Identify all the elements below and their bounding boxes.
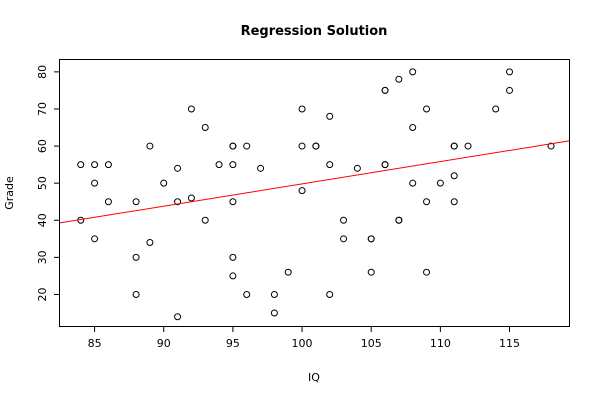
data-point: [395, 75, 403, 83]
data-point: [423, 198, 431, 206]
data-point: [284, 268, 292, 276]
data-point: [381, 86, 389, 94]
y-tick-label: 60: [36, 139, 49, 153]
data-point: [174, 198, 182, 206]
x-tick-label: 115: [499, 337, 520, 350]
y-tick-label: 40: [36, 213, 49, 227]
data-point: [298, 105, 306, 113]
data-point: [174, 313, 182, 321]
y-tick-label: 70: [36, 102, 49, 116]
data-point: [312, 142, 320, 150]
x-tick-label: 110: [430, 337, 451, 350]
data-point: [409, 124, 417, 132]
data-point: [104, 161, 112, 169]
data-point: [326, 290, 334, 298]
data-point: [506, 68, 514, 76]
data-point: [326, 112, 334, 120]
y-tick-label: 80: [36, 65, 49, 79]
data-point: [547, 142, 555, 150]
data-point: [450, 198, 458, 206]
data-point: [340, 235, 348, 243]
data-point: [450, 142, 458, 150]
regression-line-group: [59, 140, 570, 224]
data-point: [187, 105, 195, 113]
data-point: [395, 216, 403, 224]
plot-frame: [59, 59, 570, 327]
data-point: [132, 253, 140, 261]
data-point: [340, 216, 348, 224]
data-point: [423, 105, 431, 113]
data-point: [436, 179, 444, 187]
data-point: [367, 268, 375, 276]
data-point: [298, 142, 306, 150]
y-axis: 20 30 40 50 60 70 80: [36, 65, 60, 301]
data-points: [77, 68, 555, 321]
y-tick-label: 50: [36, 176, 49, 190]
data-point: [229, 161, 237, 169]
data-point: [187, 194, 195, 202]
x-tick-label: 100: [292, 337, 313, 350]
data-point: [215, 161, 223, 169]
data-point: [201, 216, 209, 224]
data-point: [229, 142, 237, 150]
x-tick-label: 105: [361, 337, 382, 350]
data-point: [91, 179, 99, 187]
data-point: [257, 164, 265, 172]
data-point: [326, 161, 334, 169]
data-point: [104, 198, 112, 206]
data-point: [132, 290, 140, 298]
data-point: [146, 239, 154, 247]
data-point: [270, 290, 278, 298]
data-point: [229, 253, 237, 261]
data-point: [367, 235, 375, 243]
data-point: [229, 272, 237, 280]
x-axis: 85 90 95 100 105 110 115: [88, 326, 520, 350]
data-point: [91, 161, 99, 169]
y-tick-label: 30: [36, 250, 49, 264]
data-point: [492, 105, 500, 113]
data-point: [243, 290, 251, 298]
data-point: [409, 68, 417, 76]
y-axis-label: Grade: [3, 176, 16, 210]
data-point: [353, 164, 361, 172]
data-point: [229, 198, 237, 206]
data-point: [298, 187, 306, 195]
data-point: [201, 124, 209, 132]
data-point: [506, 86, 514, 94]
data-point: [450, 172, 458, 180]
data-point: [464, 142, 472, 150]
data-point: [132, 198, 140, 206]
data-point: [160, 179, 168, 187]
data-point: [270, 309, 278, 317]
regression-line: [59, 140, 570, 224]
x-tick-label: 95: [226, 337, 240, 350]
x-tick-label: 85: [88, 337, 102, 350]
data-point: [146, 142, 154, 150]
data-point: [381, 161, 389, 169]
x-tick-label: 90: [157, 337, 171, 350]
data-point: [91, 235, 99, 243]
x-axis-label: IQ: [308, 371, 320, 384]
chart-title: Regression Solution: [241, 24, 388, 39]
data-point: [174, 164, 182, 172]
data-point: [77, 161, 85, 169]
data-point: [423, 268, 431, 276]
data-point: [243, 142, 251, 150]
data-point: [409, 179, 417, 187]
y-tick-label: 20: [36, 287, 49, 301]
